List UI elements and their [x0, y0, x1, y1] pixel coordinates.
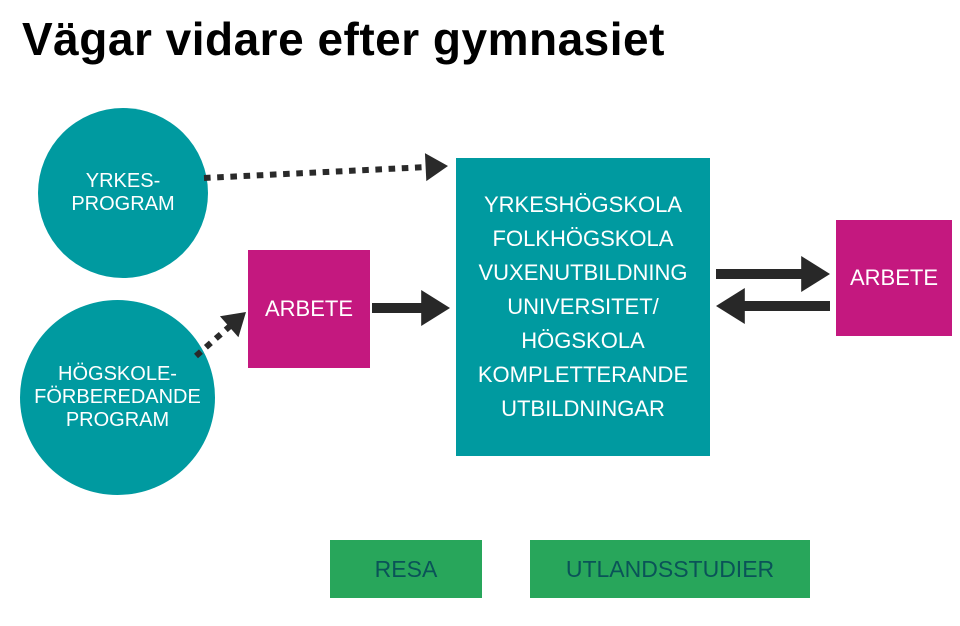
node-label: ARBETE: [850, 265, 938, 291]
node-arbete-2: ARBETE: [836, 220, 952, 336]
node-yrkes-program: YRKES-PROGRAM: [38, 108, 208, 278]
node-label: HÖGSKOLE-FÖRBEREDANDEPROGRAM: [34, 363, 201, 432]
node-utlandsstudier: UTLANDSSTUDIER: [530, 540, 810, 598]
node-arbete-1: ARBETE: [248, 250, 370, 368]
node-hogskole-forberedande: HÖGSKOLE-FÖRBEREDANDEPROGRAM: [20, 300, 215, 495]
node-label: RESA: [375, 556, 438, 583]
page-title: Vägar vidare efter gymnasiet: [22, 12, 665, 66]
node-resa: RESA: [330, 540, 482, 598]
node-label: ARBETE: [265, 296, 353, 322]
node-label: YRKESHÖGSKOLAFOLKHÖGSKOLAVUXENUTBILDNING…: [478, 188, 688, 427]
node-label: UTLANDSSTUDIER: [566, 556, 774, 583]
node-label: YRKES-PROGRAM: [71, 170, 174, 216]
node-education-options: YRKESHÖGSKOLAFOLKHÖGSKOLAVUXENUTBILDNING…: [456, 158, 710, 456]
diagram-stage: Vägar vidare efter gymnasiet YRKES-PROGR…: [0, 0, 960, 626]
